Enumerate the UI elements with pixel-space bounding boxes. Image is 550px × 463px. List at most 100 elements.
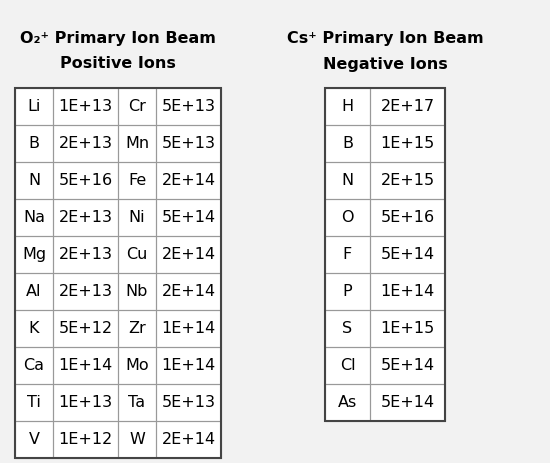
Text: B: B xyxy=(29,136,40,151)
Bar xyxy=(53,347,118,384)
Bar xyxy=(325,347,370,384)
Bar xyxy=(325,88,445,421)
Bar xyxy=(156,273,221,310)
Text: 2E+13: 2E+13 xyxy=(58,210,113,225)
Bar xyxy=(118,199,156,236)
Bar xyxy=(156,199,221,236)
Bar xyxy=(15,88,221,458)
Bar xyxy=(370,384,445,421)
Bar xyxy=(156,236,221,273)
Text: N: N xyxy=(342,173,354,188)
Bar xyxy=(53,273,118,310)
Text: V: V xyxy=(29,432,40,447)
Bar xyxy=(15,421,53,458)
Text: Mg: Mg xyxy=(22,247,46,262)
Text: W: W xyxy=(129,432,145,447)
Text: N: N xyxy=(28,173,40,188)
Text: 2E+17: 2E+17 xyxy=(381,99,434,114)
Text: 5E+12: 5E+12 xyxy=(58,321,113,336)
Bar xyxy=(15,273,53,310)
Text: 2E+13: 2E+13 xyxy=(58,284,113,299)
Text: 1E+14: 1E+14 xyxy=(161,321,216,336)
Bar xyxy=(118,162,156,199)
Bar xyxy=(325,384,370,421)
Bar xyxy=(156,347,221,384)
Text: 1E+13: 1E+13 xyxy=(58,99,113,114)
Bar xyxy=(15,310,53,347)
Bar xyxy=(15,162,53,199)
Bar xyxy=(325,162,370,199)
Text: Al: Al xyxy=(26,284,42,299)
Bar xyxy=(15,347,53,384)
Text: Nb: Nb xyxy=(126,284,148,299)
Text: S: S xyxy=(343,321,353,336)
Text: Zr: Zr xyxy=(128,321,146,336)
Bar xyxy=(156,384,221,421)
Text: Ti: Ti xyxy=(27,395,41,410)
Bar xyxy=(53,125,118,162)
Bar xyxy=(118,384,156,421)
Text: 1E+14: 1E+14 xyxy=(58,358,113,373)
Text: 1E+14: 1E+14 xyxy=(161,358,216,373)
Text: 2E+14: 2E+14 xyxy=(162,247,216,262)
Bar xyxy=(325,125,370,162)
Text: Positive Ions: Positive Ions xyxy=(60,56,176,71)
Text: H: H xyxy=(342,99,354,114)
Text: As: As xyxy=(338,395,357,410)
Bar xyxy=(156,125,221,162)
Text: Ni: Ni xyxy=(129,210,145,225)
Bar xyxy=(370,125,445,162)
Bar xyxy=(53,199,118,236)
Text: 5E+14: 5E+14 xyxy=(381,358,434,373)
Text: Ta: Ta xyxy=(129,395,146,410)
Text: 5E+13: 5E+13 xyxy=(162,136,216,151)
Text: O: O xyxy=(341,210,354,225)
Text: 1E+12: 1E+12 xyxy=(58,432,113,447)
Text: Na: Na xyxy=(23,210,45,225)
Bar xyxy=(370,273,445,310)
Bar xyxy=(156,162,221,199)
Bar xyxy=(15,88,53,125)
Text: B: B xyxy=(342,136,353,151)
Text: Cu: Cu xyxy=(126,247,148,262)
Bar xyxy=(15,236,53,273)
Text: 5E+16: 5E+16 xyxy=(381,210,434,225)
Bar xyxy=(370,236,445,273)
Text: Cr: Cr xyxy=(128,99,146,114)
Bar xyxy=(370,310,445,347)
Text: 1E+13: 1E+13 xyxy=(58,395,113,410)
Text: 1E+14: 1E+14 xyxy=(381,284,434,299)
Bar xyxy=(325,199,370,236)
Bar xyxy=(15,199,53,236)
Text: F: F xyxy=(343,247,352,262)
Text: 2E+14: 2E+14 xyxy=(162,284,216,299)
Bar xyxy=(325,88,370,125)
Text: Cs⁺ Primary Ion Beam: Cs⁺ Primary Ion Beam xyxy=(287,31,483,45)
Bar xyxy=(370,162,445,199)
Bar xyxy=(156,310,221,347)
Text: Li: Li xyxy=(28,99,41,114)
Text: 1E+15: 1E+15 xyxy=(381,321,434,336)
Text: 5E+13: 5E+13 xyxy=(162,395,216,410)
Text: Negative Ions: Negative Ions xyxy=(323,56,447,71)
Bar xyxy=(53,310,118,347)
Bar xyxy=(15,125,53,162)
Text: 5E+13: 5E+13 xyxy=(162,99,216,114)
Text: O₂⁺ Primary Ion Beam: O₂⁺ Primary Ion Beam xyxy=(20,31,216,45)
Text: Cl: Cl xyxy=(340,358,355,373)
Text: 5E+14: 5E+14 xyxy=(162,210,216,225)
Text: K: K xyxy=(29,321,39,336)
Bar xyxy=(53,421,118,458)
Bar xyxy=(53,88,118,125)
Bar xyxy=(156,421,221,458)
Bar xyxy=(15,384,53,421)
Text: 2E+13: 2E+13 xyxy=(58,247,113,262)
Text: Mo: Mo xyxy=(125,358,149,373)
Text: 5E+14: 5E+14 xyxy=(381,395,434,410)
Bar xyxy=(156,88,221,125)
Text: 1E+15: 1E+15 xyxy=(381,136,434,151)
Bar xyxy=(118,310,156,347)
Bar xyxy=(370,199,445,236)
Bar xyxy=(370,347,445,384)
Bar xyxy=(118,236,156,273)
